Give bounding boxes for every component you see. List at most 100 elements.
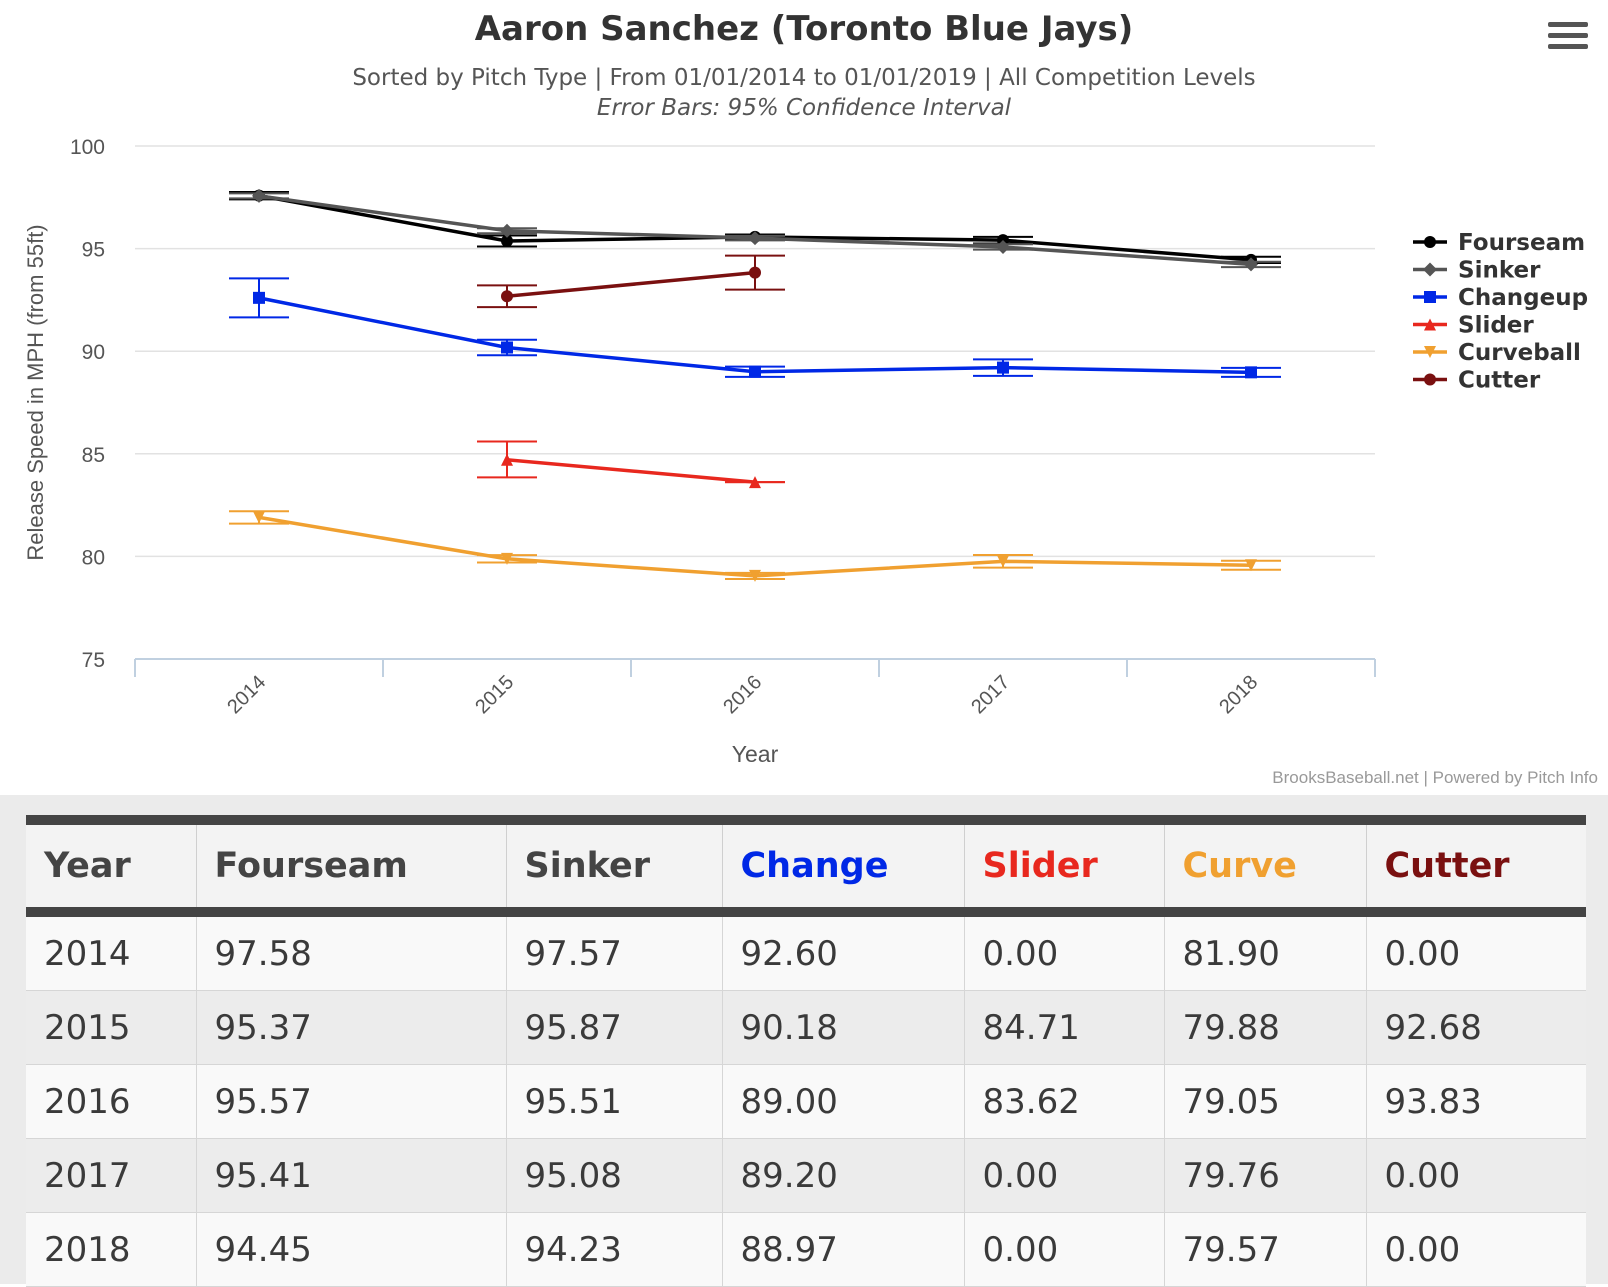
table-cell: 0.00 <box>1365 1138 1586 1213</box>
curveball-data-point <box>749 569 761 582</box>
y-axis-title: Release Speed in MPH (from 55ft) <box>23 224 48 560</box>
x-tick-label: 2016 <box>719 671 766 718</box>
chart-menu-button[interactable] <box>1548 22 1588 56</box>
y-tick-label: 100 <box>70 136 105 159</box>
fourseam-data-point <box>501 235 513 248</box>
legend-changeup-marker <box>1424 291 1436 303</box>
table-cell: 95.41 <box>195 1138 506 1213</box>
table-cell: 95.57 <box>195 1064 506 1139</box>
table-cell: 89.00 <box>721 1064 964 1139</box>
table-cell: 2018 <box>26 1212 196 1287</box>
y-tick-label: 75 <box>82 649 105 672</box>
slider-data-point <box>501 453 513 466</box>
legend-fourseam-label: Fourseam <box>1458 230 1585 256</box>
table-cell: 79.57 <box>1163 1212 1366 1287</box>
hamburger-icon-bar <box>1548 33 1588 38</box>
curveball-series-line <box>258 515 1252 578</box>
legend-sinker-label: Sinker <box>1458 258 1541 284</box>
column-header-cutter: Cutter <box>1365 815 1586 917</box>
column-header-change: Change <box>721 815 964 917</box>
table-header-row: Year Fourseam Sinker Change Slider Curve Cutte… <box>26 815 1586 917</box>
chart-title: Aaron Sanchez (Toronto Blue Jays) <box>475 9 1134 49</box>
table-cell: 0.00 <box>1365 912 1586 991</box>
curveball-data-point <box>1245 559 1257 572</box>
sinker-data-point <box>500 223 514 238</box>
table-area: Year Fourseam Sinker Change Slider Curve Cutte… <box>0 795 1608 1287</box>
table-cell: 95.51 <box>505 1064 722 1139</box>
legend-curveball-label: Curveball <box>1458 340 1581 366</box>
table-cell: 95.87 <box>505 990 722 1065</box>
line-chart: Aaron Sanchez (Toronto Blue Jays) Sorted … <box>23 9 1598 787</box>
sinker-series-line <box>258 194 1252 267</box>
chart-area: Aaron Sanchez (Toronto Blue Jays) Sorted … <box>23 9 1598 787</box>
table-cell: 89.20 <box>721 1138 964 1213</box>
table-cell: 92.68 <box>1365 990 1586 1065</box>
y-tick-label: 95 <box>82 239 105 262</box>
chart-credits: BrooksBaseball.net | Powered by Pitch In… <box>1272 768 1598 787</box>
table-cell: 93.83 <box>1365 1064 1586 1139</box>
changeup-data-point <box>749 365 761 378</box>
table-cell: 79.76 <box>1163 1138 1366 1213</box>
table-cell: 2014 <box>26 912 196 991</box>
table-row: 2017 95.41 95.08 89.20 0.00 79.76 0.00 <box>26 1138 1586 1213</box>
table-cell: 0.00 <box>963 912 1164 991</box>
table-cell: 97.58 <box>195 912 506 991</box>
curveball-data-point <box>253 511 265 524</box>
table-cell: 97.57 <box>505 912 722 991</box>
x-axis-title: Year <box>732 741 779 767</box>
curveball-data-point <box>997 555 1009 568</box>
table-cell: 0.00 <box>963 1212 1164 1287</box>
cutter-data-point <box>501 290 513 303</box>
table-cell: 2017 <box>26 1138 196 1213</box>
table-body: 2014 97.58 97.57 92.60 0.00 81.90 0.00 2015 95.3… <box>26 912 1586 1287</box>
changeup-series-line <box>258 296 1252 375</box>
sinker-data-point <box>252 188 266 203</box>
changeup-data-point <box>253 291 265 304</box>
table-cell: 95.37 <box>195 990 506 1065</box>
table-cell: 94.23 <box>505 1212 722 1287</box>
x-tick-label: 2014 <box>223 671 270 718</box>
column-header-year: Year <box>26 815 196 917</box>
chart-subtitle: Sorted by Pitch Type | From 01/01/2014 t… <box>352 65 1255 91</box>
x-tick-label: 2018 <box>1215 671 1262 718</box>
legend-cutter-marker <box>1424 373 1436 386</box>
sinker-data-point <box>996 239 1010 254</box>
column-header-curve: Curve <box>1163 815 1366 917</box>
table-cell: 90.18 <box>721 990 964 1065</box>
legend-curveball-marker <box>1424 346 1436 358</box>
legend-fourseam-marker <box>1424 236 1436 248</box>
table-row: 2015 95.37 95.87 90.18 84.71 79.88 92.68 <box>26 990 1586 1065</box>
column-header-fourseam: Fourseam <box>195 815 506 917</box>
table-cell: 79.05 <box>1163 1064 1366 1139</box>
table-cell: 0.00 <box>1365 1212 1586 1287</box>
table-cell: 92.60 <box>721 912 964 991</box>
column-header-sinker: Sinker <box>505 815 722 917</box>
table-row: 2016 95.57 95.51 89.00 83.62 79.05 93.83 <box>26 1064 1586 1139</box>
hamburger-icon-bar <box>1548 22 1588 27</box>
fourseam-series-line <box>258 193 1252 262</box>
table-cell: 83.62 <box>963 1064 1164 1139</box>
hamburger-icon-bar <box>1548 44 1588 49</box>
sinker-data-point <box>1244 257 1258 272</box>
slider-series-line <box>506 458 756 484</box>
legend-slider-label: Slider <box>1458 313 1534 339</box>
legend-changeup-label: Changeup <box>1458 285 1588 311</box>
x-tick-label: 2015 <box>471 671 518 718</box>
table-cell: 95.08 <box>505 1138 722 1213</box>
changeup-data-point <box>1245 366 1257 379</box>
table-cell: 81.90 <box>1163 912 1366 991</box>
cutter-series-line <box>506 270 756 298</box>
table-row: 2014 97.58 97.57 92.60 0.00 81.90 0.00 <box>26 912 1586 991</box>
table-cell: 2016 <box>26 1064 196 1139</box>
slider-data-point <box>749 476 761 489</box>
table-cell: 2015 <box>26 990 196 1065</box>
y-tick-label: 80 <box>82 546 105 569</box>
table-cell: 88.97 <box>721 1212 964 1287</box>
legend-sinker-marker <box>1423 262 1437 277</box>
table-cell: 84.71 <box>963 990 1164 1065</box>
curveball-data-point <box>501 552 513 565</box>
y-tick-label: 85 <box>82 444 105 467</box>
x-tick-label: 2017 <box>967 671 1014 718</box>
table-cell: 79.88 <box>1163 990 1366 1065</box>
legend-cutter-label: Cutter <box>1458 368 1541 394</box>
